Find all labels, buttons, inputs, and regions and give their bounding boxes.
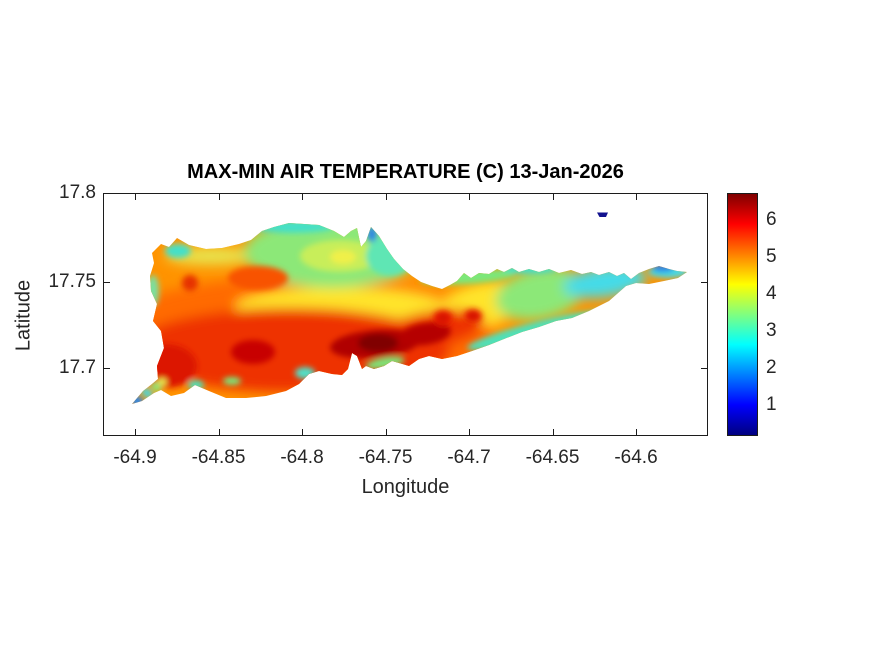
x-tick-mark xyxy=(302,429,303,435)
y-tick-mark xyxy=(701,368,707,369)
x-tick-label: -64.7 xyxy=(447,447,491,468)
y-tick-mark xyxy=(104,281,110,283)
x-tick-mark xyxy=(552,194,554,200)
y-tick-mark xyxy=(104,193,110,194)
x-tick-label: -64.9 xyxy=(113,447,157,468)
chart-title: MAX-MIN AIR TEMPERATURE (C) 13-Jan-2026 xyxy=(187,161,624,183)
y-tick-label: 17.7 xyxy=(59,357,96,378)
buck-island xyxy=(597,212,608,217)
x-tick-mark xyxy=(469,194,470,200)
x-tick-mark xyxy=(469,429,470,435)
x-tick-mark xyxy=(135,194,136,200)
island-fill xyxy=(132,223,687,404)
x-tick-mark xyxy=(636,429,637,435)
colorbar-tick-label: 3 xyxy=(766,320,777,341)
x-tick-mark xyxy=(385,194,387,200)
x-tick-label: -64.65 xyxy=(525,447,580,468)
colorbar-tick-label: 2 xyxy=(766,357,777,379)
y-tick-label: 17.75 xyxy=(48,270,96,292)
x-tick-mark xyxy=(135,429,136,435)
colorbar-tick-label: 4 xyxy=(766,282,777,304)
colorbar-tick-label: 5 xyxy=(766,245,777,267)
x-tick-label: -64.6 xyxy=(614,447,658,468)
y-tick-mark xyxy=(104,368,110,369)
x-tick-mark xyxy=(302,194,303,200)
y-tick-mark xyxy=(701,281,707,283)
x-tick-mark xyxy=(385,429,387,435)
x-tick-label: -64.8 xyxy=(280,447,324,468)
y-tick-mark xyxy=(701,193,707,194)
x-tick-label: -64.85 xyxy=(191,447,246,468)
colorbar-tick-label: 1 xyxy=(766,394,777,416)
y-tick-label: 17.8 xyxy=(59,182,96,203)
colorbar-tick-label: 6 xyxy=(766,208,777,230)
y-axis-label: Latitude xyxy=(12,279,35,352)
x-tick-label: -64.75 xyxy=(358,447,413,468)
x-tick-mark xyxy=(636,194,637,200)
x-axis-label: Longitude xyxy=(361,476,450,498)
colorbar xyxy=(727,193,758,436)
island-contour-map xyxy=(132,212,687,404)
x-tick-mark xyxy=(218,194,220,200)
x-tick-mark xyxy=(218,429,220,435)
x-tick-mark xyxy=(552,429,554,435)
